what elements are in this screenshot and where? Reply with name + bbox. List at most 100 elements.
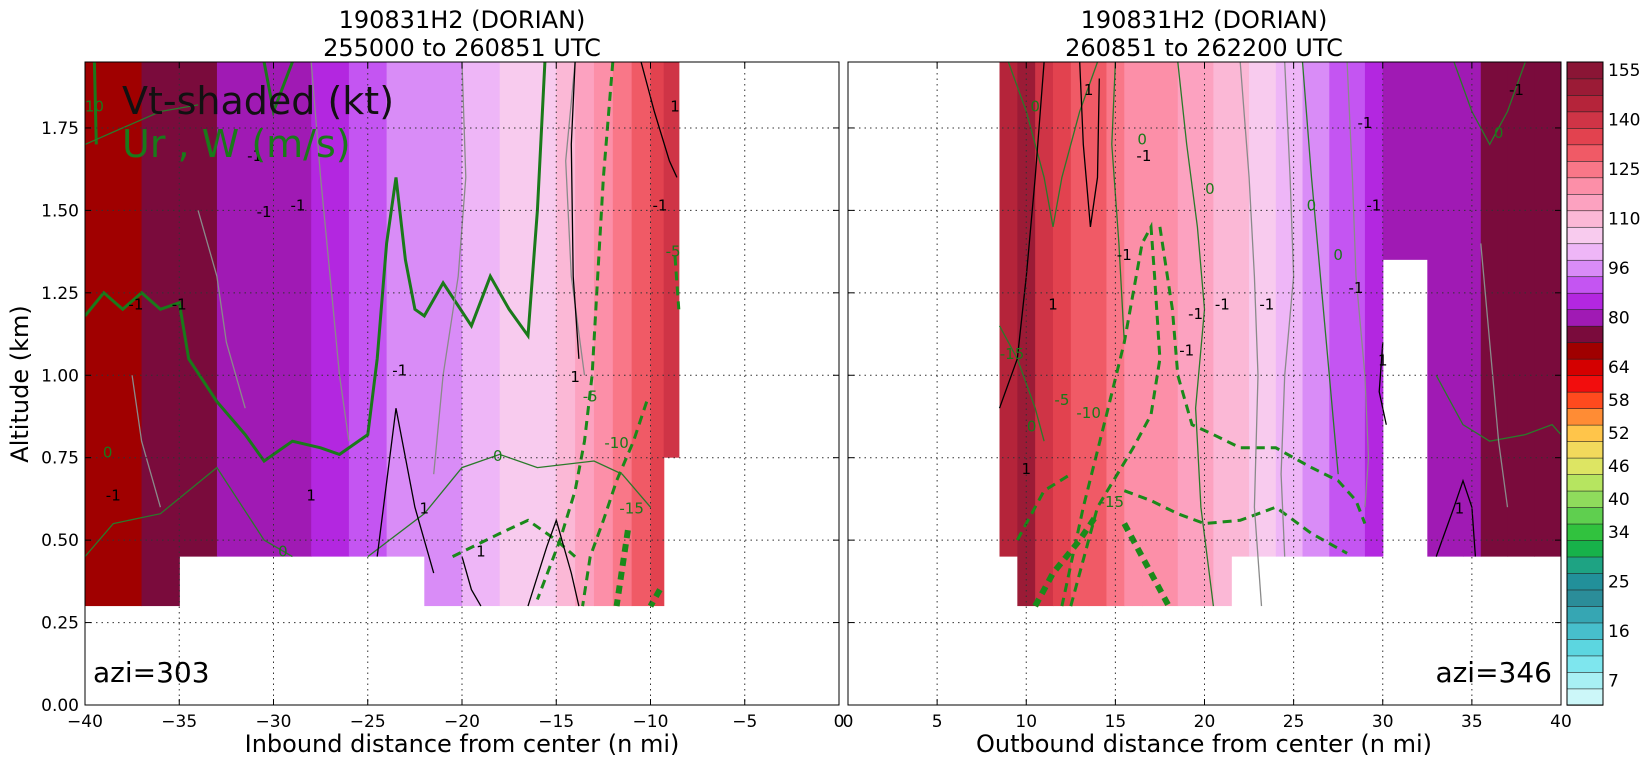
right-title-line1: 190831H2 (DORIAN) <box>1081 6 1328 34</box>
colorbar-swatch <box>1566 539 1604 558</box>
w-contour <box>1378 342 1387 425</box>
vt-shade-column <box>1275 62 1304 557</box>
colorbar-swatch <box>1566 325 1604 343</box>
colorbar-swatch <box>1566 671 1604 690</box>
y-tick-label: 1.50 <box>41 201 79 221</box>
colorbar-swatch <box>1566 506 1604 525</box>
vt-shade-column <box>386 62 425 557</box>
colorbar-swatch <box>1566 374 1604 393</box>
ur-contour-thin <box>1111 62 1125 343</box>
right-x-ticks: 0 5 10 15 20 25 30 35 40 <box>843 62 1572 732</box>
ur-contour <box>92 62 98 145</box>
vt-shade-column <box>1427 62 1464 557</box>
colorbar-label: 140 <box>1608 111 1640 131</box>
colorbar-labels: 155 140 125 110 96 80 64 58 52 46 40 34 25 16 7 <box>1608 61 1640 691</box>
colorbar-swatch <box>1566 391 1604 409</box>
contour-label: -1 <box>392 361 407 379</box>
vt-shade-column <box>1213 62 1232 607</box>
contour-label: 1 <box>1455 500 1465 518</box>
colorbar-swatch <box>1566 226 1604 245</box>
x-tick-label: 5 <box>932 712 943 732</box>
colorbar-label: 7 <box>1608 671 1619 691</box>
vt-shade-column <box>1195 62 1215 607</box>
contour-label: -15 <box>1100 493 1125 511</box>
colorbar-swatch <box>1566 259 1604 278</box>
contour-label: -5 <box>1054 391 1069 409</box>
ur-neg5-contour <box>535 62 615 601</box>
w-contour <box>640 62 678 178</box>
x-tick-label: −25 <box>350 712 386 732</box>
vt-shade-column <box>141 62 180 607</box>
contour-label: -1 <box>1366 196 1381 214</box>
right-grid <box>848 62 1561 705</box>
ur-neg15-contour <box>647 588 663 608</box>
colorbar-label: 25 <box>1608 572 1630 592</box>
contour-label: -1 <box>1509 81 1524 99</box>
colorbar-swatch <box>1566 589 1604 607</box>
colorbar-swatch <box>1566 193 1604 212</box>
contour-label: 0 <box>1030 97 1040 115</box>
vt-shade-column <box>556 62 576 607</box>
x-tick-label: −40 <box>67 712 103 732</box>
vt-shade-column <box>1329 62 1366 557</box>
colorbar-label: 64 <box>1608 358 1630 378</box>
vt-shade-column <box>1177 62 1197 607</box>
right-azimuth-annotation: azi=346 <box>1435 656 1552 689</box>
vt-shade-column <box>462 62 501 607</box>
colorbar-swatch <box>1566 210 1604 228</box>
vt-shade-column <box>1124 62 1143 607</box>
vt-shade-column <box>537 62 557 607</box>
y-tick-label: 0.75 <box>41 449 79 469</box>
colorbar-label: 52 <box>1608 424 1630 444</box>
colorbar-swatch <box>1566 78 1604 96</box>
ur-contour-thin <box>1301 62 1339 475</box>
colorbar-label: 34 <box>1608 523 1630 543</box>
w-contour <box>998 62 1045 409</box>
colorbar-swatch <box>1566 572 1604 591</box>
x-tick-label: 30 <box>1372 712 1394 732</box>
contour-label: 0 <box>1137 130 1147 148</box>
vt-shade-column <box>1382 62 1428 260</box>
ur-contour-thin <box>998 325 1045 442</box>
x-tick-label: 35 <box>1461 712 1483 732</box>
w-contour <box>1239 62 1263 607</box>
x-tick-label: 15 <box>1105 712 1127 732</box>
contour-label: 10 <box>85 97 104 115</box>
vt-shade-column <box>1302 62 1330 557</box>
ur-neg15-contour <box>1032 512 1100 608</box>
contour-label: -1 <box>1179 341 1194 359</box>
vt-shade-column <box>1070 62 1090 607</box>
vt-shade-column <box>273 62 312 557</box>
w-contour <box>433 62 467 475</box>
vt-shade-column <box>179 62 218 557</box>
colorbar-swatch <box>1566 490 1604 508</box>
colorbar-swatch <box>1566 440 1604 459</box>
contour-label: 0 <box>1333 246 1343 264</box>
left-title-line1: 190831H2 (DORIAN) <box>339 6 586 34</box>
vt-shade-column <box>1534 62 1561 557</box>
contour-label: -1 <box>652 196 667 214</box>
contour-label: 0 <box>103 444 113 462</box>
w-contour <box>565 62 586 376</box>
vt-shade-column <box>593 62 614 607</box>
colorbar-frame <box>1566 61 1604 706</box>
vt-shade-column <box>85 62 143 607</box>
colorbar-swatch <box>1566 144 1604 162</box>
contour-label: -1 <box>1188 305 1203 323</box>
colorbar-swatch <box>1566 638 1604 657</box>
colorbar-swatch <box>1566 276 1604 294</box>
x-tick-label: −5 <box>732 712 757 732</box>
colorbar: 155 140 125 110 96 80 64 58 52 46 40 34 25 16 7 <box>1566 61 1640 706</box>
ur-zero-contour <box>85 62 547 464</box>
y-tick-label: 0.50 <box>41 531 79 551</box>
contour-label: 0 <box>1205 180 1215 198</box>
w-contour <box>197 210 246 409</box>
ur-contour-thin <box>1177 62 1215 607</box>
vt-shade-column <box>1159 62 1179 607</box>
vt-shade-column <box>650 62 665 607</box>
left-azimuth-annotation: azi=303 <box>93 656 210 689</box>
x-tick-label: 0 <box>843 712 854 732</box>
colorbar-swatches <box>1566 61 1604 706</box>
contour-label: -1 <box>291 196 306 214</box>
